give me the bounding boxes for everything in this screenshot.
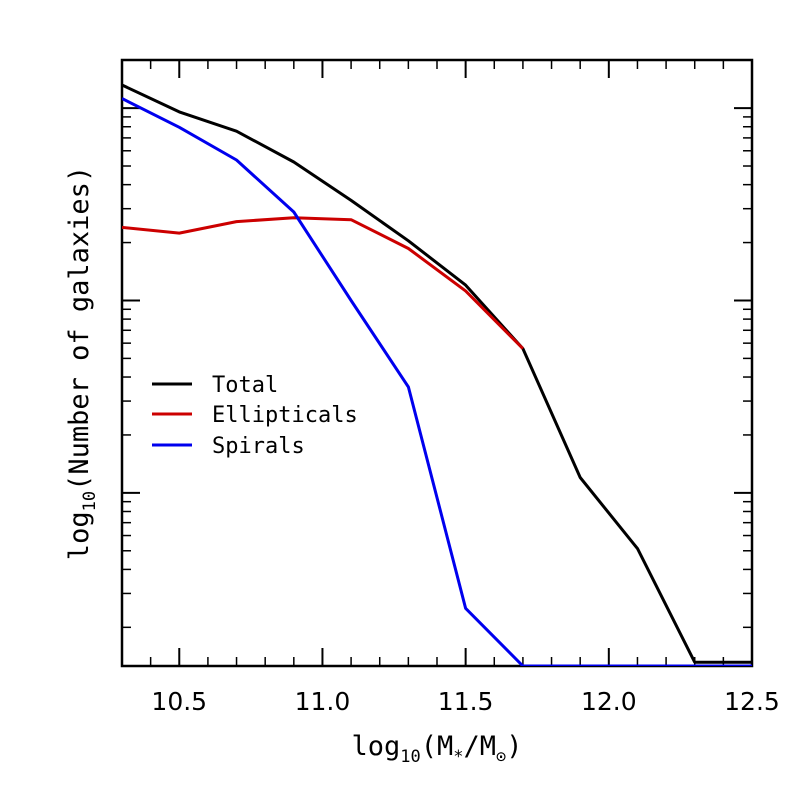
x-tick-label: 10.5 [151,687,207,716]
legend: Total Ellipticals Spirals [152,373,358,459]
series-line-ellipticals [122,216,524,350]
legend-label-ellipticals: Ellipticals [212,403,358,428]
y-axis-label: log10(Number of galaxies) [64,166,100,560]
legend-label-total: Total [212,373,278,398]
y-ticks [122,107,752,629]
legend-label-spirals: Spirals [212,434,305,459]
series-line-total [122,83,752,664]
x-axis-label: log10(M*/M⊙) [351,731,522,767]
series-line-spirals [122,97,752,666]
x-tick-label: 12.5 [724,687,780,716]
series-layer [122,83,752,666]
x-ticks: 10.5 11.0 11.5 12.0 12.5 [121,60,780,716]
plot-frame [120,58,754,668]
x-tick-label: 11.5 [438,687,494,716]
x-tick-label: 11.0 [295,687,351,716]
x-tick-label: 12.0 [581,687,637,716]
